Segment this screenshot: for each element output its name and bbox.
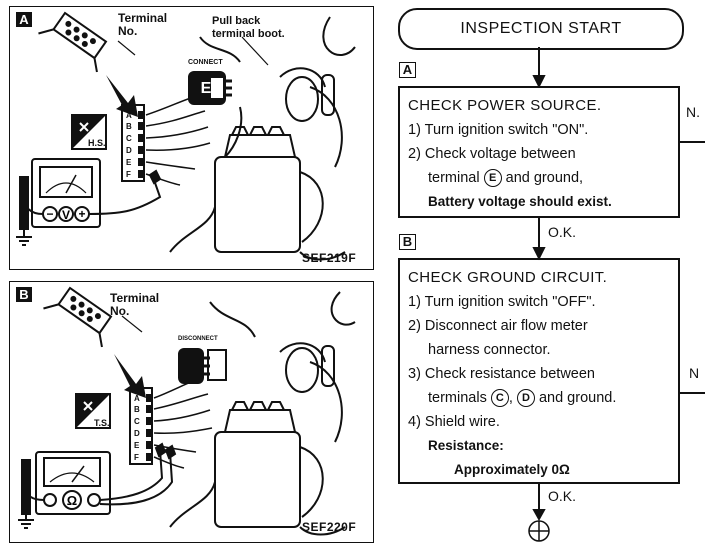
step-b-ng-label: N (689, 365, 700, 381)
step-b-line-2: 2) Disconnect air flow meter (408, 318, 588, 334)
step-b-line-4: 3) Check resistance between (408, 366, 595, 382)
step-a-line-3: terminal E and ground, (408, 166, 670, 190)
pin-label-c-b: C (134, 417, 140, 426)
pin-label-f-b: F (134, 453, 139, 462)
hs-badge (71, 114, 107, 150)
hs-label: H.S. (88, 138, 106, 148)
figure-code-b: SEF220F (302, 520, 357, 534)
step-a-title: CHECK POWER SOURCE. (408, 97, 602, 114)
ok-label-2: O.K. (548, 488, 577, 504)
pull-back-boot-label: Pull back terminal boot. (212, 15, 285, 40)
step-a-ng-label: N. (686, 104, 700, 120)
pin-label-b: B (126, 122, 132, 131)
step-a-line-2: 2) Check voltage between (408, 146, 576, 162)
air-flow-meter-body (214, 156, 301, 253)
svg-text:+: + (78, 207, 85, 221)
panel-a-tag: A (16, 12, 32, 27)
terminal-boot (285, 76, 319, 122)
ground-symbol (16, 229, 32, 246)
step-b-title: CHECK GROUND CIRCUIT. (408, 269, 608, 286)
test-lead-1 (99, 449, 164, 501)
panel-b-drawing: Ω (18, 286, 356, 536)
step-b-line-6: 4) Shield wire. (408, 414, 500, 430)
step-b-line-7: Resistance: (428, 438, 504, 453)
panel-b-tag: B (16, 287, 32, 302)
terminal-plug-drawing (38, 11, 108, 73)
step-a-line-3-pre: terminal (428, 170, 480, 186)
terminal-d-symbol: D (516, 389, 535, 407)
terminal-no-label-b: Terminal No. (110, 291, 160, 318)
pin-label-e-b: E (134, 441, 140, 450)
pin-label-a-b: A (134, 394, 140, 403)
off-page-connector (528, 520, 550, 542)
test-lead-positive (88, 176, 162, 215)
connect-state-label: CONNECT (188, 59, 223, 66)
pin-label-a: A (126, 111, 132, 120)
voltmeter (31, 158, 101, 228)
inspection-start-terminal: INSPECTION START (398, 8, 684, 50)
svg-text:E: E (201, 80, 212, 97)
panel-a-drawing: E V − + (16, 11, 356, 261)
step-b-line-3: harness connector. (428, 342, 551, 358)
step-b-line-5-post: and ground. (538, 390, 617, 406)
terminal-c-symbol: C (490, 389, 509, 407)
step-b-line-1: 1) Turn ignition switch "OFF". (408, 294, 596, 310)
pin-label-d-b: D (134, 429, 140, 438)
step-b-line-5-mid: , (508, 390, 513, 406)
pin-label-f: F (126, 170, 131, 179)
ground-symbol-b (18, 514, 34, 529)
step-a-line-1: 1) Turn ignition switch "ON". (408, 122, 589, 138)
step-b-tag: B (399, 234, 416, 250)
disconnect-icon (178, 348, 227, 384)
step-a-tag: A (399, 62, 416, 78)
step-b-check-ground-circuit: CHECK GROUND CIRCUIT. 1) Turn ignition s… (398, 258, 680, 484)
pin-label-e: E (126, 158, 132, 167)
pointer-arrow (106, 75, 138, 117)
ts-label: T.S. (94, 418, 110, 428)
step-a-line-4: Battery voltage should exist. (428, 194, 612, 209)
pointer-arrow-b (114, 354, 146, 398)
step-b-line-8: Approximately 0Ω (454, 462, 570, 477)
panel-b-illustration: Ω B Terminal No. DISCONNECT T.S. A B C D… (9, 281, 374, 543)
meter-symbol-text: V (62, 208, 70, 222)
pin-label-b-b: B (134, 405, 140, 414)
disconnect-state-label: DISCONNECT (178, 336, 218, 342)
step-b-line-5: terminals C, D and ground. (408, 386, 670, 410)
step-a-check-power-source: CHECK POWER SOURCE. 1) Turn ignition swi… (398, 86, 680, 218)
ohmmeter (35, 451, 111, 515)
terminal-e-symbol: E (483, 169, 502, 187)
ohm-symbol-text: Ω (67, 493, 77, 508)
connect-icon: E (188, 71, 232, 105)
ok-label-1: O.K. (548, 224, 577, 240)
step-b-line-5-pre: terminals (428, 390, 487, 406)
pin-label-d: D (126, 146, 132, 155)
panel-a-illustration: E V − + (9, 6, 374, 270)
terminal-no-label: Terminal No. (118, 11, 168, 38)
step-a-line-3-post: and ground, (505, 170, 584, 186)
pin-label-c: C (126, 134, 132, 143)
ts-badge (75, 393, 111, 429)
air-flow-meter-body-b (214, 431, 301, 528)
terminal-plug-drawing-b (43, 286, 113, 348)
test-lead-2 (99, 451, 174, 506)
svg-text:−: − (46, 207, 53, 221)
figure-code-a: SEF219F (302, 251, 357, 265)
